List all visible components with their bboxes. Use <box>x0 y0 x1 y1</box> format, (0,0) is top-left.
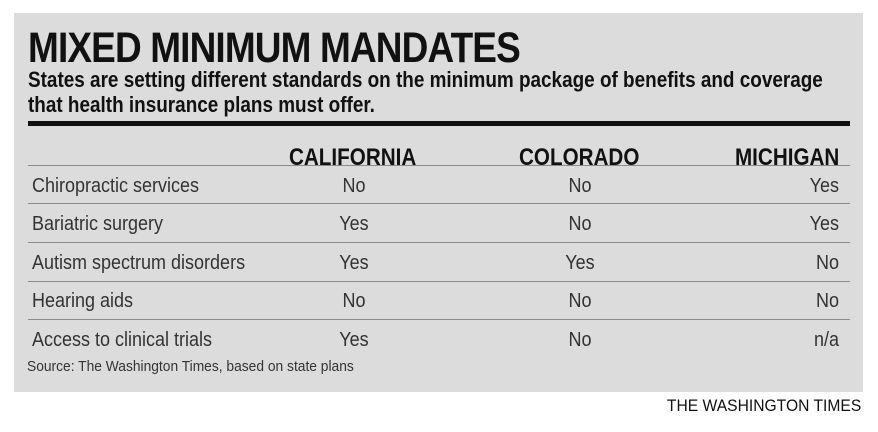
value-california: No <box>342 175 366 197</box>
row-label: Bariatric surgery <box>32 213 164 235</box>
column-header-michigan: MICHIGAN <box>734 144 839 171</box>
row-divider <box>28 281 850 282</box>
header-rule <box>28 121 850 126</box>
value-colorado: No <box>568 329 592 351</box>
row-divider <box>28 203 850 204</box>
column-header-california: CALIFORNIA <box>289 144 417 171</box>
row-divider <box>28 242 850 243</box>
source-note: Source: The Washington Times, based on s… <box>27 358 354 375</box>
row-label: Autism spectrum disorders <box>32 252 246 274</box>
row-label: Chiropractic services <box>32 175 200 197</box>
value-california: Yes <box>339 213 369 235</box>
value-california: No <box>342 290 366 312</box>
value-california: Yes <box>339 252 369 274</box>
row-label: Hearing aids <box>32 290 134 312</box>
row-divider <box>28 165 850 166</box>
value-colorado: No <box>568 175 592 197</box>
graphic-panel: MIXED MINIMUM MANDATES States are settin… <box>14 13 863 392</box>
value-michigan: Yes <box>809 175 839 197</box>
value-michigan: n/a <box>813 329 839 351</box>
value-michigan: No <box>815 252 839 274</box>
publisher-credit: THE WASHINGTON TIMES <box>666 396 861 415</box>
column-header-colorado: COLORADO <box>519 144 640 171</box>
chart-title: MIXED MINIMUM MANDATES <box>28 24 521 72</box>
row-label: Access to clinical trials <box>32 329 213 351</box>
value-colorado: Yes <box>565 252 595 274</box>
value-colorado: No <box>568 290 592 312</box>
value-colorado: No <box>568 213 592 235</box>
row-divider <box>28 319 850 320</box>
value-michigan: Yes <box>809 213 839 235</box>
chart-subtitle: States are setting different standards o… <box>28 67 823 117</box>
value-california: Yes <box>339 329 369 351</box>
value-michigan: No <box>815 290 839 312</box>
